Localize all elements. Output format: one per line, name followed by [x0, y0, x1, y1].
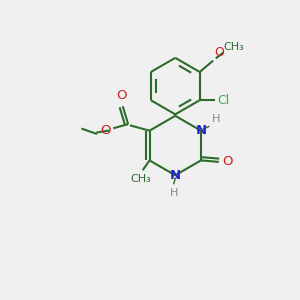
Text: CH₃: CH₃ — [224, 42, 244, 52]
Text: O: O — [116, 89, 127, 102]
Text: H: H — [212, 114, 220, 124]
Text: O: O — [222, 155, 232, 168]
Text: N: N — [195, 124, 207, 137]
Text: CH₃: CH₃ — [131, 174, 152, 184]
Text: O: O — [214, 46, 224, 59]
Text: Cl: Cl — [217, 94, 229, 107]
Text: N: N — [170, 169, 181, 182]
Text: H: H — [169, 188, 178, 198]
Text: O: O — [100, 124, 110, 136]
